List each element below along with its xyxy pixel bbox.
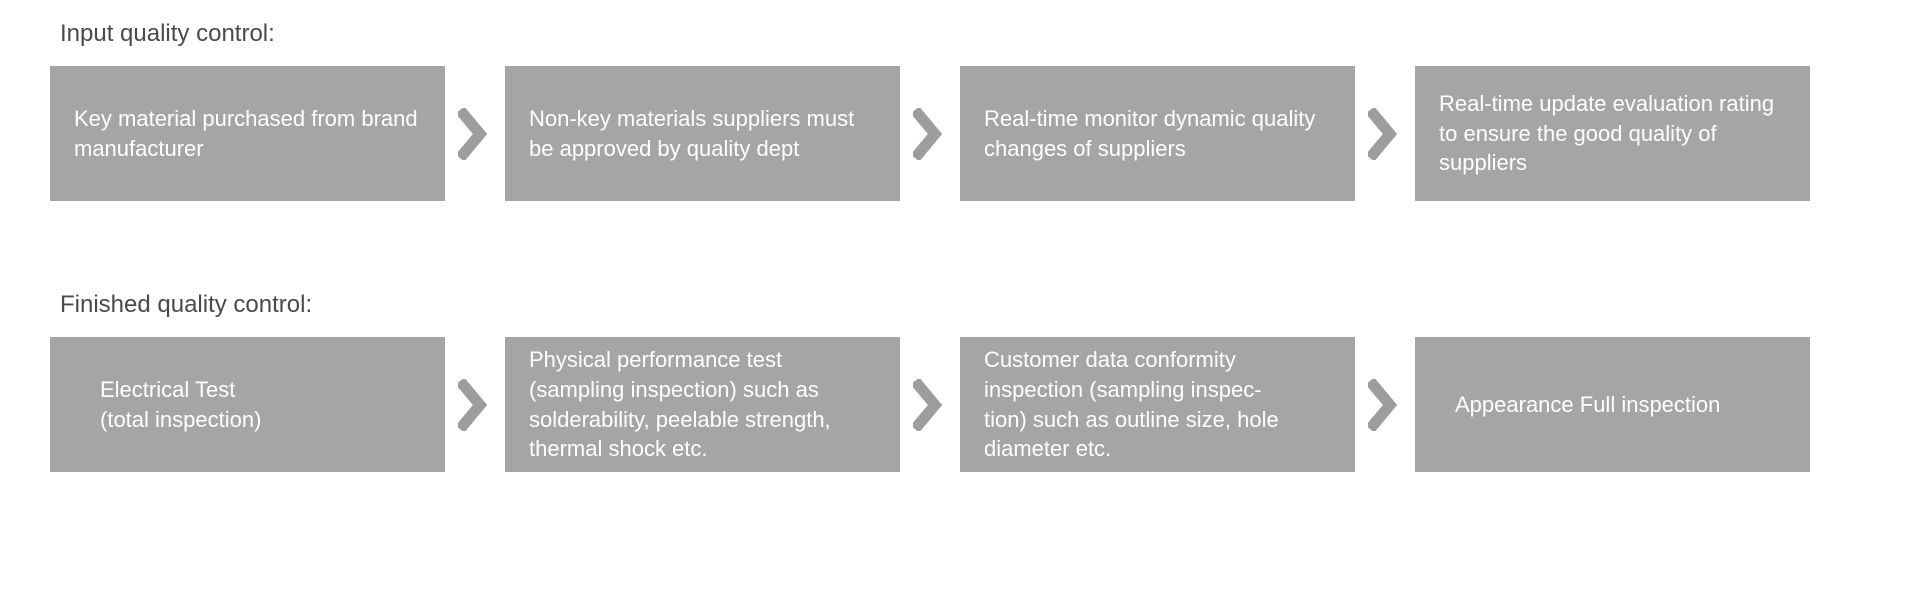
flow-row-1: Electrical Test(total inspection) Physica… [50, 337, 1870, 472]
flow-row-0: Key material purchased from brand manufa… [50, 66, 1870, 201]
flow-box-0-0: Key material purchased from brand manufa… [50, 66, 445, 201]
flow-box-1-1: Physical performance test (sampling insp… [505, 337, 900, 472]
chevron-right-icon [900, 379, 960, 431]
section-title-0: Input quality control: [60, 20, 1870, 48]
chevron-right-icon [1355, 379, 1415, 431]
flow-box-1-2: Customer data conformity inspection (sam… [960, 337, 1355, 472]
chevron-right-icon [900, 108, 960, 160]
chevron-right-icon [1355, 108, 1415, 160]
chevron-right-icon [445, 379, 505, 431]
flow-box-1-3: Appearance Full inspection [1415, 337, 1810, 472]
chevron-right-icon [445, 108, 505, 160]
flow-box-0-2: Real-time monitor dynamic quality change… [960, 66, 1355, 201]
flow-box-1-0: Electrical Test(total inspection) [50, 337, 445, 472]
flow-box-0-1: Non-key materials suppliers must be appr… [505, 66, 900, 201]
section-title-1: Finished quality control: [60, 291, 1870, 319]
flow-box-0-3: Real-time update evaluation rating to en… [1415, 66, 1810, 201]
